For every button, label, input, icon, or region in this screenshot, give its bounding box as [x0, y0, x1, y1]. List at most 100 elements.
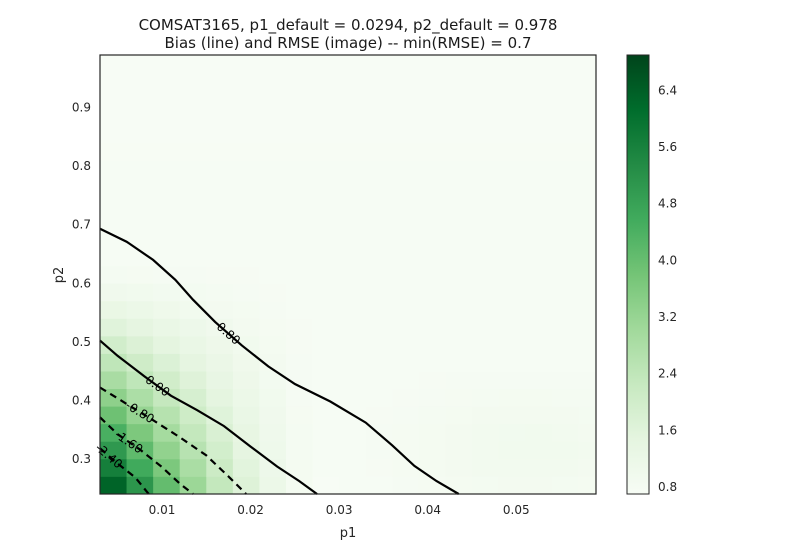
heatmap-cell [445, 125, 473, 144]
heatmap-cell [578, 230, 597, 249]
heatmap-cell [339, 318, 367, 337]
heatmap-cell [312, 476, 340, 495]
heatmap-cell [445, 318, 473, 337]
heatmap-cell [286, 248, 313, 267]
heatmap-cell [206, 72, 234, 91]
heatmap-cell [578, 195, 597, 214]
heatmap-cell [418, 283, 446, 302]
heatmap-cell [365, 300, 393, 319]
heatmap-cell [418, 353, 446, 372]
heatmap-cell [286, 160, 313, 179]
heatmap-cell [206, 107, 234, 126]
heatmap-cell [498, 72, 526, 91]
heatmap-cell [392, 388, 420, 407]
heatmap-cell [286, 213, 313, 231]
heatmap-cell [525, 353, 553, 372]
heatmap-cell [126, 318, 154, 337]
heatmap-cell [498, 107, 526, 126]
heatmap-cell [126, 388, 154, 407]
heatmap-cell [339, 458, 367, 477]
heatmap-cell [259, 160, 287, 179]
heatmap-cell [100, 406, 127, 425]
heatmap-cell [498, 388, 526, 407]
heatmap-cell [232, 423, 260, 442]
heatmap-cell [339, 441, 367, 460]
heatmap-cell [445, 107, 473, 126]
heatmap-cell [312, 55, 340, 73]
heatmap-cell [126, 72, 154, 91]
heatmap-cell [365, 441, 393, 460]
heatmap-cell [445, 300, 473, 319]
heatmap-cell [153, 353, 181, 372]
heatmap-cell [498, 55, 526, 73]
heatmap-cell [445, 55, 473, 73]
heatmap-cell [578, 125, 597, 144]
heatmap-cell [312, 265, 340, 284]
heatmap-cell [179, 72, 207, 91]
contour-line [99, 227, 460, 495]
heatmap-cell [259, 248, 287, 267]
heatmap-cell [365, 160, 393, 179]
heatmap-cell [232, 125, 260, 144]
heatmap-cell [232, 458, 260, 477]
y-tick-label: 0.5 [72, 335, 91, 349]
heatmap-cell [392, 423, 420, 442]
heatmap-cell [206, 335, 234, 354]
heatmap-cell [100, 265, 127, 284]
heatmap-cell [392, 90, 420, 109]
heatmap-cell [445, 476, 473, 495]
heatmap-cell [259, 458, 287, 477]
heatmap-cell [232, 195, 260, 214]
heatmap-cell [126, 353, 154, 372]
heatmap-cell [206, 406, 234, 425]
heatmap-cell [498, 353, 526, 372]
heatmap-cell [551, 160, 579, 179]
heatmap-cell [339, 371, 367, 390]
y-tick-label: 0.3 [72, 452, 91, 466]
heatmap-cell [418, 213, 446, 231]
heatmap-cell [126, 125, 154, 144]
heatmap-cell [339, 213, 367, 231]
heatmap-cell [525, 107, 553, 126]
heatmap-cell [259, 335, 287, 354]
heatmap-cell [100, 142, 127, 161]
heatmap-cell [259, 318, 287, 337]
heatmap-cell [100, 335, 127, 354]
heatmap-cell [578, 388, 597, 407]
heatmap-cell [126, 283, 154, 302]
x-tick-label: 0.03 [326, 503, 353, 517]
heatmap-cell [153, 335, 181, 354]
heatmap-cell [286, 353, 313, 372]
heatmap-cell [525, 90, 553, 109]
heatmap-cell [418, 55, 446, 73]
y-axis-label: p2 [52, 267, 67, 284]
heatmap-cell [206, 353, 234, 372]
heatmap-cell [418, 195, 446, 214]
heatmap-cell [525, 230, 553, 249]
heatmap-cell [232, 55, 260, 73]
heatmap-cell [418, 458, 446, 477]
heatmap-cell [206, 160, 234, 179]
heatmap-cell [445, 335, 473, 354]
heatmap-cell [286, 265, 313, 284]
heatmap-cell [472, 388, 499, 407]
heatmap-cell [339, 230, 367, 249]
heatmap-cell [392, 441, 420, 460]
heatmap-cell [286, 283, 313, 302]
heatmap-cell [445, 160, 473, 179]
heatmap-cell [578, 283, 597, 302]
heatmap-cell [551, 125, 579, 144]
heatmap-cell [286, 423, 313, 442]
heatmap-cell [498, 335, 526, 354]
heatmap-cell [259, 423, 287, 442]
heatmap-cell [578, 213, 597, 231]
heatmap-cell [153, 213, 181, 231]
heatmap-cell [126, 90, 154, 109]
heatmap-cell [100, 90, 127, 109]
heatmap-cell [498, 458, 526, 477]
heatmap-cell [126, 371, 154, 390]
heatmap-cell [445, 195, 473, 214]
heatmap-cell [498, 160, 526, 179]
heatmap-cell [498, 406, 526, 425]
heatmap-cell [365, 283, 393, 302]
